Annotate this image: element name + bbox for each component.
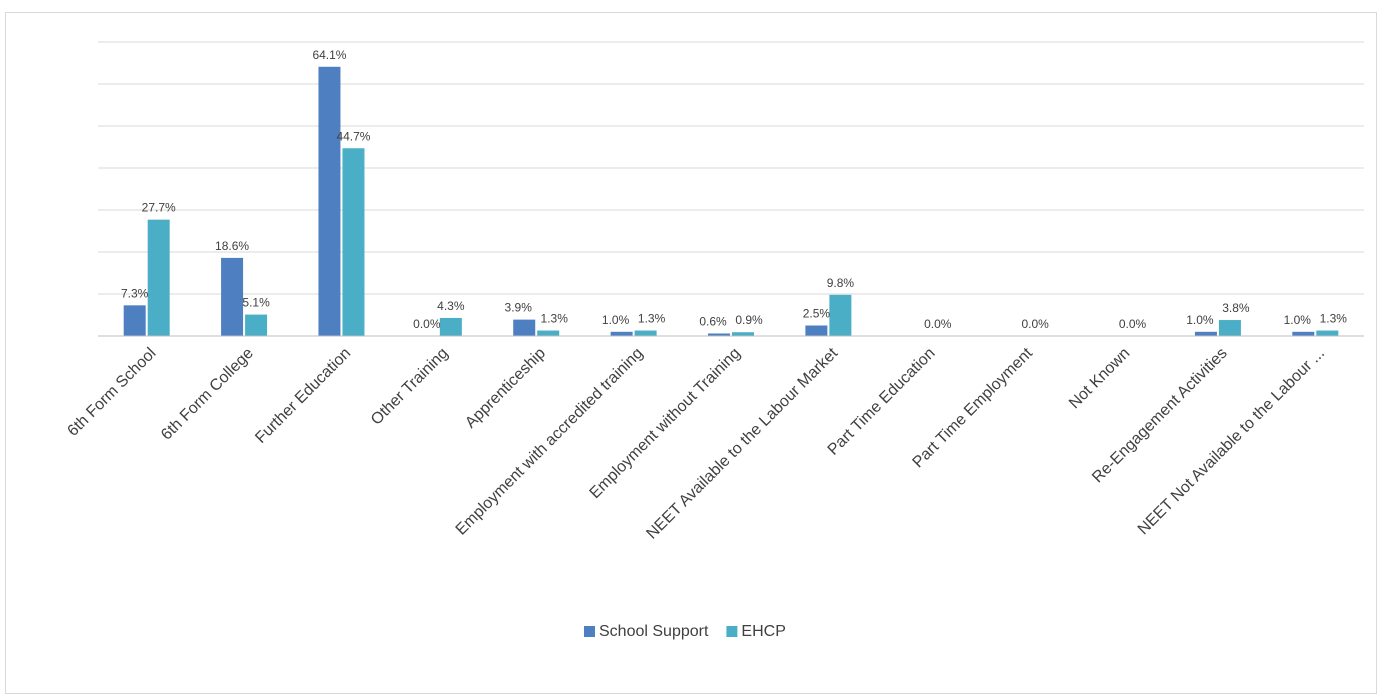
category-label: 6th Form College — [158, 345, 257, 444]
category-label: NEET Not Available to the Labour ... — [1135, 345, 1328, 538]
bar-ehcp — [537, 330, 560, 336]
category-label: Apprenticeship — [462, 345, 549, 432]
bar-school-support — [123, 305, 146, 336]
legend-label: School Support — [599, 623, 709, 640]
bar-ehcp — [634, 330, 657, 336]
data-label-school-support: 1.0% — [602, 313, 630, 327]
bar-ehcp — [342, 148, 365, 336]
bar-school-support — [318, 66, 341, 336]
bar-school-support — [805, 325, 828, 336]
bar-school-support — [708, 333, 730, 336]
data-label-ehcp: 5.1% — [242, 296, 270, 310]
data-label-school-support: 2.5% — [803, 307, 831, 321]
data-labels: 7.3% 27.7% 18.6% 5.1% 64.1% 44.7% 0.0% 4.3% 3.9%… — [121, 48, 1347, 331]
data-label-ehcp: 9.8% — [827, 276, 855, 290]
data-label-ehcp: 44.7% — [336, 129, 370, 143]
category-label: Employment with accredited training — [453, 345, 647, 539]
data-label-ehcp: 1.3% — [1320, 312, 1348, 326]
category-label: 6th Form School — [64, 345, 159, 440]
bar-ehcp — [1316, 330, 1339, 336]
gridlines — [98, 41, 1364, 295]
bar-ehcp — [829, 294, 852, 336]
bar-school-support — [1292, 331, 1315, 336]
data-label-school-support: 1.0% — [1186, 313, 1214, 327]
bar-ehcp — [1218, 320, 1241, 336]
category-label: Other Training — [368, 345, 452, 429]
legend-swatch — [726, 626, 738, 637]
data-label-ehcp: 0.9% — [735, 313, 763, 327]
data-label-school-support: 18.6% — [215, 239, 249, 253]
data-label-ehcp: 27.7% — [142, 201, 176, 215]
bar-school-support — [221, 257, 244, 336]
data-label-school-support: 3.9% — [505, 301, 533, 315]
data-label-school-support: 1.0% — [1284, 313, 1312, 327]
data-label-ehcp: 0.0% — [1021, 317, 1049, 331]
data-label-ehcp: 3.8% — [1222, 301, 1250, 315]
data-label-school-support: 0.6% — [699, 314, 727, 328]
category-label: Part Time Education — [825, 345, 939, 459]
data-label-ehcp: 1.3% — [541, 312, 569, 326]
legend-swatch — [584, 626, 595, 637]
data-label-school-support: 0.0% — [413, 317, 441, 331]
legend: School Support EHCP — [584, 623, 786, 640]
bar-ehcp — [732, 332, 754, 336]
bar-school-support — [513, 319, 536, 336]
bar-ehcp — [439, 317, 462, 336]
data-label-ehcp: 4.3% — [437, 299, 465, 313]
data-label-school-support: 7.3% — [121, 286, 149, 300]
bar-school-support — [610, 331, 633, 336]
legend-label: EHCP — [741, 623, 785, 640]
bar-ehcp — [245, 314, 268, 336]
bars — [123, 66, 1339, 336]
bar-ehcp — [147, 219, 170, 336]
bar-school-support — [1194, 331, 1217, 336]
data-label-ehcp: 0.0% — [924, 317, 952, 331]
data-label-ehcp: 0.0% — [1119, 317, 1147, 331]
category-label: Further Education — [252, 345, 354, 447]
data-label-ehcp: 1.3% — [638, 312, 666, 326]
category-label: NEET Available to the Labour Market — [643, 344, 841, 542]
category-label: Not Known — [1066, 345, 1133, 412]
data-label-school-support: 64.1% — [312, 48, 346, 62]
